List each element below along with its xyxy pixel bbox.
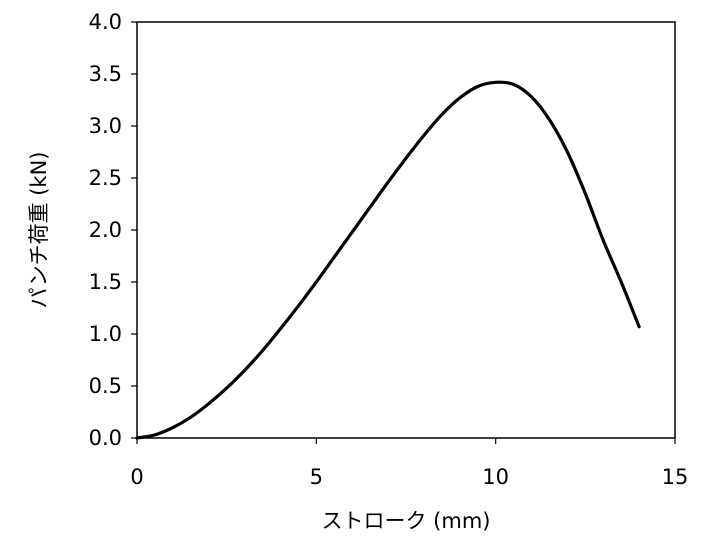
plot-area-frame: [136, 21, 676, 439]
y-tick-label: 3.0: [89, 114, 122, 138]
y-axis-ticks: 0.0 0.5 1.0 1.5 2.0 2.5 3.0 3.5 4.0: [89, 10, 137, 450]
x-tick-label: 5: [310, 465, 323, 489]
y-tick-label: 0.5: [89, 374, 122, 398]
y-tick-label: 3.5: [89, 62, 122, 86]
x-axis-title: ストローク (mm): [322, 509, 491, 533]
series-line: [135, 80, 641, 440]
y-tick-label: 2.0: [89, 218, 122, 242]
y-tick-label: 2.5: [89, 166, 122, 190]
x-axis-ticks: 0 5 10 15: [130, 438, 688, 489]
y-axis-title: パンチ荷重 (kN): [27, 152, 51, 309]
y-tick-label: 4.0: [89, 10, 122, 34]
y-tick-label: 1.0: [89, 322, 122, 346]
series-layer: [135, 80, 641, 440]
y-tick-label: 1.5: [89, 270, 122, 294]
x-tick-label: 10: [482, 465, 509, 489]
x-tick-label: 15: [662, 465, 689, 489]
x-tick-label: 0: [130, 465, 143, 489]
y-tick-label: 0.0: [89, 426, 122, 450]
